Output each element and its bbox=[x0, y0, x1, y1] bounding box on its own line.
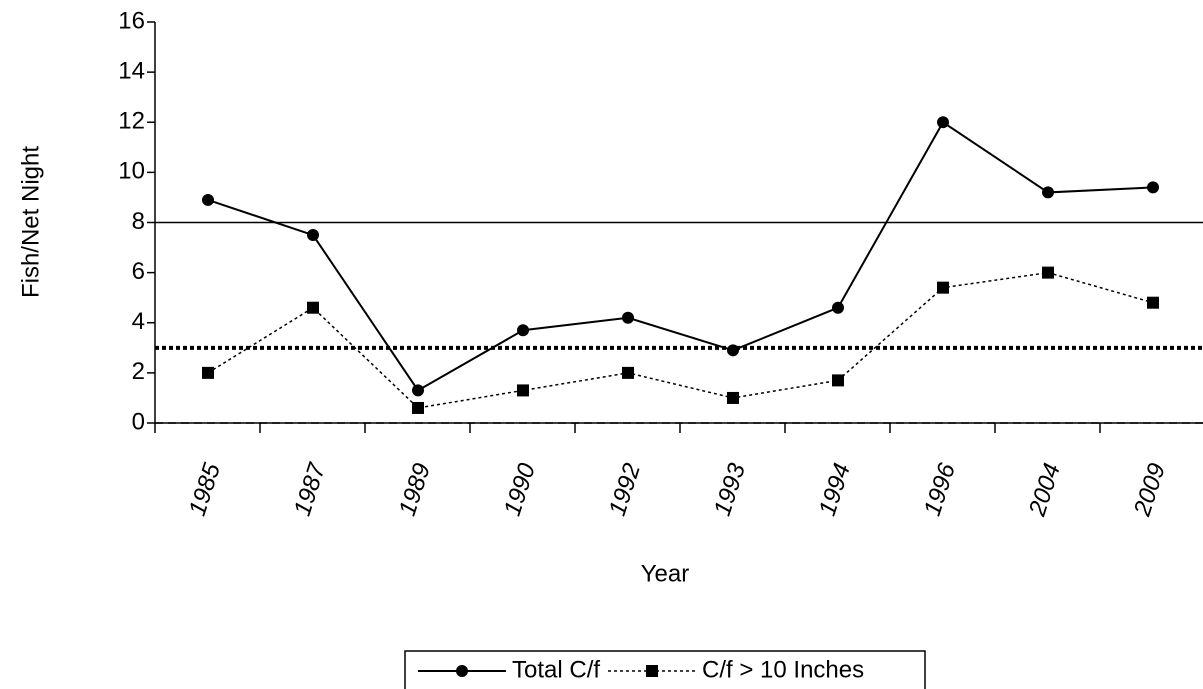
x-tick-label: 1996 bbox=[919, 459, 961, 519]
y-tick-label: 16 bbox=[118, 7, 145, 34]
marker bbox=[412, 384, 424, 397]
x-tick-label: 1989 bbox=[394, 460, 436, 519]
legend-label: C/f > 10 Inches bbox=[702, 656, 864, 683]
marker bbox=[412, 401, 424, 414]
marker bbox=[1042, 266, 1054, 279]
y-tick-label: 14 bbox=[118, 57, 145, 84]
marker bbox=[832, 301, 844, 314]
x-tick-label: 1994 bbox=[814, 460, 856, 519]
y-tick-label: 12 bbox=[118, 108, 145, 135]
y-tick-label: 8 bbox=[132, 208, 145, 235]
x-tick-label: 2004 bbox=[1024, 460, 1066, 520]
marker bbox=[1042, 186, 1054, 199]
series-line bbox=[207, 120, 1154, 392]
marker bbox=[622, 366, 634, 379]
x-tick-label: 1987 bbox=[289, 459, 332, 520]
marker bbox=[307, 301, 319, 314]
marker bbox=[832, 374, 844, 387]
marker bbox=[202, 193, 214, 206]
marker bbox=[937, 116, 949, 129]
marker bbox=[1147, 181, 1159, 194]
y-tick-label: 10 bbox=[118, 158, 145, 185]
y-tick-label: 2 bbox=[132, 358, 145, 385]
marker bbox=[727, 391, 739, 404]
x-tick-label: 1993 bbox=[709, 459, 751, 519]
x-tick-label: 2009 bbox=[1129, 460, 1171, 520]
x-tick-label: 1992 bbox=[604, 460, 646, 519]
marker bbox=[202, 366, 214, 379]
series-line bbox=[207, 271, 1154, 409]
y-tick-label: 6 bbox=[132, 258, 145, 285]
x-tick-label: 1990 bbox=[499, 459, 541, 519]
marker bbox=[727, 344, 739, 357]
legend-marker bbox=[456, 665, 468, 677]
y-tick-label: 0 bbox=[132, 408, 145, 435]
y-axis-title: Fish/Net Night bbox=[17, 146, 44, 298]
x-tick-label: 1985 bbox=[184, 459, 226, 519]
marker bbox=[517, 384, 529, 397]
marker bbox=[307, 229, 319, 242]
legend-label: Total C/f bbox=[512, 656, 600, 683]
y-tick-label: 4 bbox=[132, 308, 145, 335]
x-axis-title: Year bbox=[641, 560, 690, 587]
marker bbox=[1147, 296, 1159, 309]
marker bbox=[937, 281, 949, 294]
marker bbox=[517, 324, 529, 337]
legend-marker bbox=[646, 665, 659, 677]
marker bbox=[622, 311, 634, 324]
